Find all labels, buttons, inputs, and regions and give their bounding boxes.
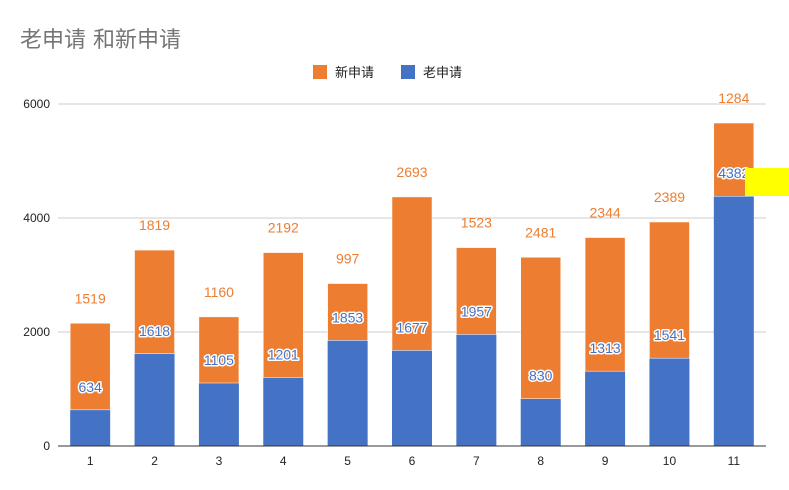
bar-old-application [392,350,432,446]
data-label-new-application: 1160 [204,284,234,300]
legend-swatch [401,65,415,79]
data-label-old-application: 1853 [332,309,363,325]
bars [69,122,755,446]
data-label-new-application: 1519 [75,290,106,306]
data-label-new-application: 2192 [268,220,299,236]
data-label-old-application: 830 [529,368,553,384]
data-labels: 634 1519 1618 1819 1105 1160 1201 2192 1853 997 16… [75,90,751,396]
x-tick-label: 9 [602,454,609,468]
x-tick-label: 6 [409,454,416,468]
bar-old-application [198,383,239,446]
x-tick-label: 1 [87,454,94,468]
data-label-old-application: 1313 [590,340,621,356]
bar-new-application [649,221,690,359]
data-label-old-application: 4382 [718,165,749,181]
bar-old-application [585,371,626,446]
bar-old-application [70,409,111,446]
legend: 新申请 老申请 [313,65,462,81]
bar-new-application [584,237,626,372]
bar-old-application [520,398,561,446]
legend-label: 新申请 [335,65,374,81]
bar-new-application [69,323,111,411]
y-tick-label: 0 [43,439,50,453]
legend-label: 老申请 [423,66,462,81]
x-tick-label: 5 [344,454,351,468]
legend-swatch [313,65,327,79]
data-label-old-application: 1105 [204,352,234,368]
data-label-old-application: 1677 [396,319,427,335]
x-tick-label: 2 [151,454,158,468]
data-label-new-application: 1284 [718,90,749,106]
bar-new-application [456,247,497,335]
y-axis-ticks: 0 2000 4000 6000 [23,97,50,453]
x-tick-label: 8 [537,454,544,468]
x-tick-label: 4 [280,454,287,468]
bar-new-application [391,196,433,351]
bar-new-application [520,257,561,399]
x-tick-label: 7 [473,454,480,468]
bar-old-application [327,340,368,446]
data-label-old-application: 1201 [268,347,299,363]
data-label-new-application: 2344 [590,205,621,221]
x-tick-label: 11 [728,454,741,468]
bar-old-application [134,353,175,446]
data-label-old-application: 1541 [654,327,685,343]
bar-new-application [327,283,368,341]
bar-old-application [713,196,754,446]
x-axis-ticks: 1 2 3 4 5 6 7 8 9 10 11 [87,454,741,468]
data-label-old-application: 1957 [461,303,492,319]
y-tick-label: 2000 [23,325,50,339]
data-label-old-application: 1618 [139,323,170,339]
chart-title: 老申请 和新申请 [20,28,181,53]
data-label-new-application: 2481 [525,224,556,240]
y-tick-label: 4000 [23,211,50,225]
data-label-new-application: 2693 [396,164,427,180]
bar-old-application [649,358,690,446]
data-label-new-application: 2389 [654,189,685,205]
bar-new-application [263,252,304,378]
data-label-new-application: 1819 [139,217,170,233]
bar-new-application [198,316,240,384]
bar-old-application [263,377,304,446]
x-tick-label: 3 [216,454,223,468]
data-label-new-application: 1523 [461,215,492,231]
highlight-marker [745,168,789,196]
x-tick-label: 10 [663,454,677,468]
data-label-old-application: 634 [79,379,103,395]
y-tick-label: 6000 [23,97,50,111]
bar-old-application [456,334,497,446]
bar-new-application [134,249,175,355]
data-label-new-application: 997 [336,251,360,267]
